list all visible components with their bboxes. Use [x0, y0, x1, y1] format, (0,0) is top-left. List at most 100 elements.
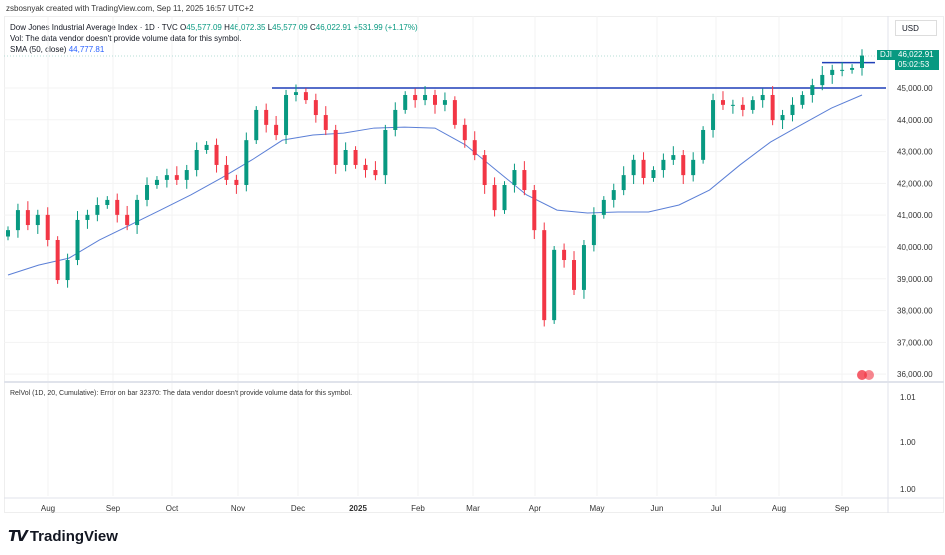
- candle-body: [403, 94, 408, 110]
- candle-body: [581, 245, 586, 290]
- candle-body: [194, 150, 199, 171]
- candle-body: [154, 179, 159, 185]
- time-axis-label: Feb: [411, 504, 425, 513]
- price-axis-label: 36,000.00: [897, 370, 933, 379]
- low-value: 45,577.09: [272, 23, 308, 32]
- time-axis-label: Oct: [166, 504, 179, 513]
- candle-body: [462, 124, 467, 141]
- candle-body: [691, 159, 696, 176]
- candle-body: [204, 144, 209, 151]
- candle-body: [661, 159, 666, 171]
- candle-body: [502, 184, 507, 211]
- candle-body: [711, 100, 716, 130]
- candle-body: [313, 100, 318, 116]
- candle-body: [671, 155, 676, 160]
- relvol-axis-label: 1.00: [900, 485, 916, 494]
- candle-body: [164, 175, 169, 180]
- sma-legend[interactable]: SMA (50, close) 44,777.81: [10, 44, 418, 55]
- candle-body: [631, 159, 636, 176]
- price-axis-label: 44,000.00: [897, 116, 933, 125]
- high-value: 46,072.35: [229, 23, 266, 32]
- sma-label: SMA (50, close): [10, 45, 67, 54]
- candle-body: [333, 129, 338, 165]
- candle-body: [681, 155, 686, 176]
- chart-legend: Dow Jones Industrial Average Index · 1D …: [10, 22, 418, 55]
- candle-body: [45, 214, 50, 240]
- logo-text: TradingView: [29, 527, 118, 545]
- candle-body: [174, 175, 179, 180]
- candle-body: [383, 129, 388, 176]
- candle-body: [25, 210, 30, 226]
- candle-body: [293, 92, 298, 95]
- candle-body: [810, 85, 815, 95]
- candle-body: [254, 109, 259, 141]
- candle-body: [482, 155, 487, 185]
- candle-body: [343, 150, 348, 165]
- candle-body: [641, 159, 646, 178]
- candle-body: [532, 190, 537, 231]
- candle-body: [651, 170, 656, 178]
- candle-body: [65, 260, 70, 281]
- candle-body: [125, 214, 130, 226]
- time-axis-label: Sep: [835, 504, 850, 513]
- price-axis-label: 43,000.00: [897, 148, 933, 157]
- candle-body: [105, 199, 110, 206]
- candle-body: [413, 94, 418, 101]
- candle-body: [701, 129, 706, 160]
- candle-body: [85, 214, 90, 220]
- candle-body: [850, 67, 855, 70]
- candle-body: [780, 115, 785, 121]
- candle-body: [184, 170, 189, 180]
- candle-body: [860, 55, 864, 68]
- candle-body: [522, 170, 527, 191]
- time-axis-label: Aug: [41, 504, 55, 513]
- candle-body: [15, 210, 20, 231]
- credit-text: zsbosnyak created with TradingView.com, …: [6, 4, 254, 13]
- sma-value: 44,777.81: [68, 45, 105, 54]
- tradingview-logo[interactable]: 𝙏𝙑 TradingView: [8, 527, 118, 546]
- candle-body: [472, 140, 477, 156]
- candle-body: [601, 199, 606, 215]
- price-axis-label: 37,000.00: [897, 338, 933, 347]
- price-chart[interactable]: 45,000.00 44,000.00 43,000.00 42,000.00 41,0…: [4, 16, 944, 516]
- candle-body: [720, 100, 725, 105]
- volume-legend[interactable]: Vol: The data vendor doesn't provide vol…: [10, 34, 242, 43]
- event-flag-icon: [857, 370, 867, 380]
- candle-body: [591, 214, 596, 246]
- candle-body: [442, 100, 447, 105]
- price-axis-label: 45,000.00: [897, 84, 933, 93]
- ohlc-row[interactable]: Dow Jones Industrial Average Index · 1D …: [10, 22, 418, 33]
- time-axis-label: Dec: [291, 504, 305, 513]
- symbol-tag: DJI: [877, 50, 895, 60]
- price-axis-label: 39,000.00: [897, 275, 933, 284]
- relvol-legend[interactable]: RelVol (1D, 20, Cumulative): Error on ba…: [10, 390, 353, 397]
- candle-body: [373, 170, 378, 176]
- candle-body: [323, 115, 328, 130]
- candle-body: [353, 150, 358, 165]
- event-flag-icon: [864, 370, 874, 380]
- currency-button[interactable]: USD: [895, 20, 937, 36]
- candle-body: [35, 214, 40, 226]
- time-axis-label: Sep: [106, 504, 121, 513]
- candle-body: [730, 104, 735, 106]
- close-value: 46,022.91: [315, 23, 352, 32]
- candle-body: [284, 94, 289, 136]
- candle-body: [492, 184, 497, 211]
- relvol-axis-label: 1.00: [900, 438, 916, 447]
- time-axis-label: Jun: [651, 504, 664, 513]
- symbol-name: Dow Jones Industrial Average Index · 1D …: [10, 23, 178, 32]
- candle-body: [790, 104, 795, 116]
- candle-body: [840, 69, 845, 71]
- candle-body: [145, 184, 150, 200]
- price-axis-label: 42,000.00: [897, 179, 933, 188]
- candle-body: [433, 94, 437, 105]
- candle-body: [75, 219, 80, 261]
- high-label: H: [224, 23, 230, 32]
- time-axis-label: Nov: [231, 504, 245, 513]
- candle-body: [274, 124, 279, 136]
- time-axis-label: Mar: [466, 504, 480, 513]
- candle-body: [135, 199, 140, 226]
- time-axis-label: Aug: [772, 504, 786, 513]
- candle-body: [264, 109, 269, 125]
- candle-body: [303, 92, 308, 101]
